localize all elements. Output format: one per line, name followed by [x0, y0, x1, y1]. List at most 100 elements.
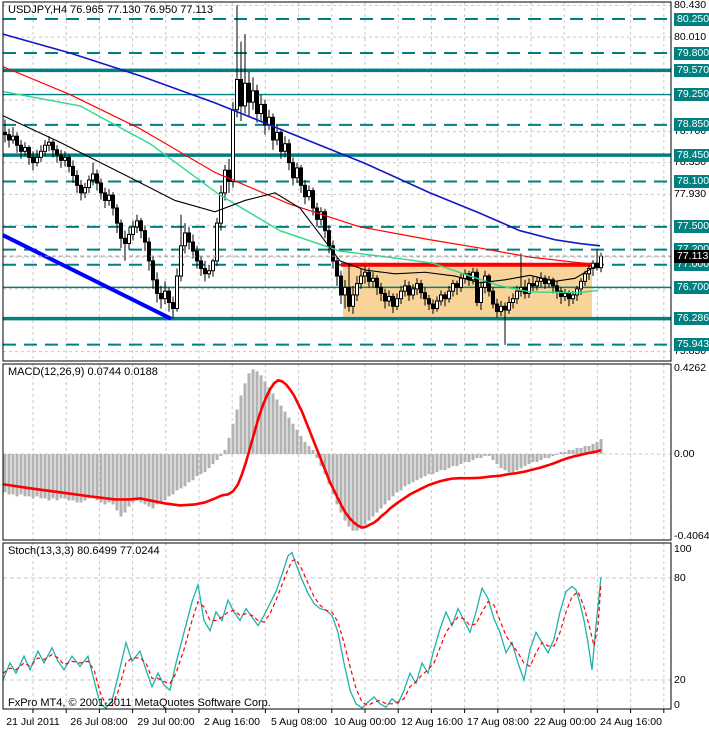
candle-body	[451, 283, 455, 292]
macd-histogram-bar	[235, 409, 239, 454]
candle-body	[51, 141, 55, 151]
candle-body	[327, 230, 331, 247]
candle-body	[335, 260, 339, 277]
macd-histogram-bar	[187, 454, 191, 483]
candle-body	[371, 277, 375, 282]
macd-histogram-bar	[443, 454, 447, 471]
macd-histogram-bar	[275, 399, 279, 454]
candle-body	[151, 260, 155, 281]
time-label: 2 Aug 16:00	[203, 716, 261, 728]
candle-body	[307, 190, 311, 198]
candle-body	[323, 211, 327, 232]
macd-histogram-bar	[407, 454, 411, 485]
candle-body	[199, 260, 203, 269]
candle-body	[191, 241, 195, 252]
macd-histogram-bar	[359, 454, 363, 529]
candle-body	[455, 283, 459, 288]
candle-body	[75, 174, 79, 186]
candle-body	[459, 277, 463, 288]
candle-body	[559, 290, 563, 297]
stoch-k-line	[2, 551, 602, 709]
macd-histogram-bar	[579, 447, 583, 454]
macd-histogram-bar	[155, 454, 159, 505]
candle-body	[563, 292, 567, 297]
candle-body	[283, 143, 287, 152]
candle-body	[239, 78, 243, 107]
candle-body	[491, 290, 495, 305]
macd-histogram-bar	[87, 454, 91, 499]
macd-histogram-bar	[207, 454, 211, 469]
candle-body	[211, 260, 215, 272]
macd-histogram-bar	[75, 454, 79, 503]
macd-histogram-bar	[379, 454, 383, 509]
macd-histogram-bar	[495, 454, 499, 465]
candle-body	[247, 82, 251, 103]
macd-histogram-bar	[451, 454, 455, 467]
macd-histogram-bar	[599, 439, 603, 454]
time-label: 5 Aug 08:00	[270, 716, 328, 728]
candle-body	[187, 232, 191, 243]
candle-body	[591, 262, 595, 269]
macd-histogram-bar	[63, 454, 67, 499]
macd-histogram-bar	[243, 383, 247, 454]
macd-histogram-bar	[107, 454, 111, 503]
level-label-76.286: 76.286	[674, 312, 709, 325]
candle-body	[531, 283, 535, 287]
candle-body	[275, 131, 279, 141]
candle-body	[583, 273, 587, 282]
candle-body	[179, 245, 183, 277]
macd-histogram-bar	[79, 454, 83, 503]
candle-body	[47, 141, 51, 146]
candle-body	[343, 286, 347, 296]
candle-body	[443, 294, 447, 300]
level-label-79.570: 79.570	[674, 64, 709, 77]
macd-histogram-bar	[355, 454, 359, 531]
candle-body	[219, 192, 223, 224]
candle-body	[367, 271, 371, 282]
candle-body	[431, 303, 435, 310]
macd-histogram-bar	[295, 429, 299, 454]
macd-histogram-bar	[339, 454, 343, 513]
candle-body	[7, 134, 11, 141]
macd-histogram-bar	[27, 454, 31, 497]
macd-indicator-label: MACD(12,26,9) 0.0744 0.0188	[8, 366, 158, 378]
candle-body	[375, 277, 379, 288]
level-label-77.500: 77.500	[674, 220, 709, 233]
macd-histogram-bar	[147, 454, 151, 507]
macd-histogram-bar	[415, 454, 419, 481]
macd-histogram-bar	[99, 454, 103, 503]
macd-histogram-bar	[167, 454, 171, 497]
candle-body	[95, 173, 99, 184]
candle-body	[311, 190, 315, 209]
macd-histogram-bar	[507, 454, 511, 473]
level-label-78.100: 78.100	[674, 175, 709, 188]
stoch-axis-label: 0	[674, 699, 680, 711]
candle-body	[427, 298, 431, 305]
macd-histogram-bar	[431, 454, 435, 475]
time-label: 24 Aug 16:00	[600, 716, 662, 728]
candle-body	[91, 173, 95, 181]
chart-title: USDJPY,H4 76.965 77.130 76.950 77.113	[8, 4, 214, 16]
macd-histogram-bar	[251, 369, 255, 454]
macd-histogram-bar	[271, 393, 275, 454]
macd-histogram-bar	[135, 454, 139, 501]
macd-histogram-bar	[203, 454, 207, 473]
macd-histogram-bar	[539, 454, 543, 461]
candle-body	[507, 302, 511, 311]
candle-body	[387, 295, 391, 302]
candle-body	[139, 220, 143, 232]
time-label: 26 Jul 08:00	[70, 716, 128, 728]
candle-body	[535, 280, 539, 287]
candle-body	[551, 279, 555, 287]
candle-body	[183, 232, 187, 247]
candle-body	[203, 267, 207, 275]
panel-bg-2	[3, 543, 671, 709]
candle-body	[63, 156, 67, 161]
candle-body	[39, 150, 43, 158]
time-label: 10 Aug 00:00	[334, 716, 396, 728]
macd-histogram-bar	[435, 454, 439, 473]
macd-histogram-bar	[91, 454, 95, 499]
candle-body	[435, 300, 439, 310]
